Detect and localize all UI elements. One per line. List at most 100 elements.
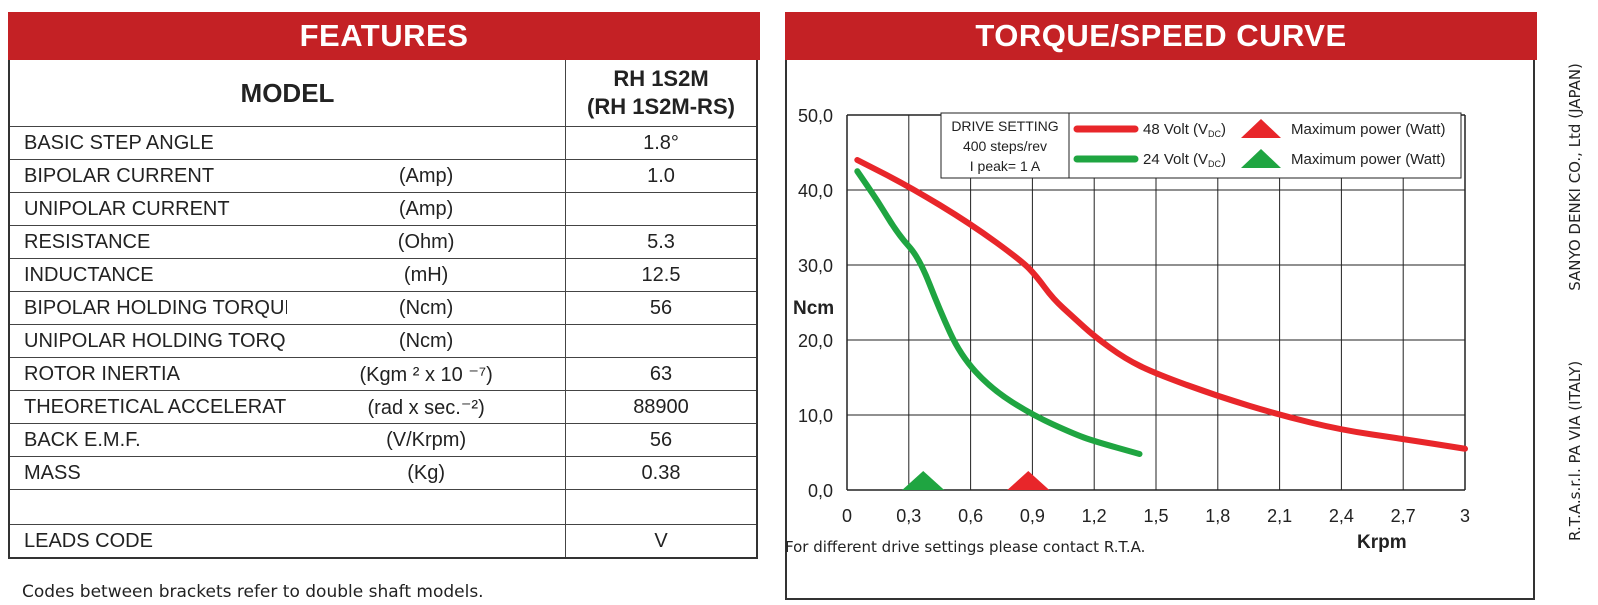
chart-frame [785,60,1535,600]
x-axis-label: Krpm [1357,532,1407,553]
feature-unit: (Ncm) [287,291,566,325]
feature-row: BIPOLAR CURRENT (Amp) 1.0 [9,159,757,193]
legend-marker-0 [1241,119,1281,138]
feature-value: 0.38 [565,456,757,490]
drive-setting-title: DRIVE SETTING [951,118,1058,134]
feature-row: INDUCTANCE (mH) 12.5 [9,258,757,292]
model-label: MODEL [9,60,566,127]
drive-setting-peak: I peak= 1 A [970,158,1041,174]
drive-setting-box [940,112,1070,179]
feature-value: 56 [565,423,757,457]
feature-label: UNIPOLAR CURRENT [9,192,288,226]
legend-marker-1 [1241,149,1281,168]
feature-label: LEADS CODE [9,524,288,559]
feature-label: BASIC STEP ANGLE [9,126,288,160]
y-tick-label: 30,0 [798,256,833,276]
feature-unit: (Ncm) [287,324,566,358]
x-tick-label: 3 [1460,506,1470,526]
feature-value: 63 [565,357,757,391]
feature-row [9,489,757,525]
x-tick-label: 1,5 [1143,506,1168,526]
x-tick-label: 0,3 [896,506,921,526]
feature-row: BASIC STEP ANGLE 1.8° [9,126,757,160]
y-axis-label: Ncm [793,298,834,319]
feature-unit: (Kg) [287,456,566,490]
feature-label: BIPOLAR CURRENT [9,159,288,193]
markers [902,471,1050,490]
drive-setting-steps: 400 steps/rev [963,138,1047,154]
feature-unit [287,489,566,525]
features-header: FEATURES [8,12,760,60]
feature-row: UNIPOLAR HOLDING TORQUE (Ncm) [9,324,757,358]
x-tick-label: 0,6 [958,506,983,526]
legend-series-label: 48 Volt (VDC) [1143,121,1226,139]
feature-label: UNIPOLAR HOLDING TORQUE [9,324,288,358]
x-tick-label: 1,8 [1205,506,1230,526]
contact-note: For different drive settings please cont… [785,538,1145,556]
legend: DRIVE SETTING 400 steps/rev I peak= 1 A … [940,112,1462,179]
feature-row: BACK E.M.F. (V/Krpm) 56 [9,423,757,457]
torque-speed-chart: 0 0,3 0,6 0,9 1,2 1,5 1,8 2,1 2,4 2,7 30,010,020,0… [785,106,1470,556]
series-line-0 [854,157,1468,452]
feature-label: BACK E.M.F. [9,423,288,457]
model-value: RH 1S2M (RH 1S2M-RS) [565,60,757,127]
y-tick-label: 0,0 [808,481,833,501]
feature-unit [287,126,566,160]
feature-value: V [565,524,757,559]
feature-value: 1.0 [565,159,757,193]
feature-unit: (V/Krpm) [287,423,566,457]
feature-unit: (Kgm ² x 10 ⁻⁷) [287,357,566,391]
feature-label: ROTOR INERTIA [9,357,288,391]
side-text-japan: SANYO DENKI CO., Ltd (JAPAN) [1566,63,1584,291]
feature-row: RESISTANCE (Ohm) 5.3 [9,225,757,259]
x-tick-label: 0 [842,506,852,526]
feature-value: 88900 [565,390,757,424]
max-power-marker-1 [902,471,945,490]
max-power-marker-0 [1007,471,1050,490]
feature-row: LEADS CODE V [9,524,757,559]
feature-value [565,192,757,226]
feature-unit: (Amp) [287,192,566,226]
side-text: R.T.A.s.r.l. PA VIA (ITALY) SANYO DENKI C… [1566,22,1584,582]
series-line-1 [854,168,1143,457]
y-tick-label: 40,0 [798,181,833,201]
feature-label: BIPOLAR HOLDING TORQUE [9,291,288,325]
feature-label: THEORETICAL ACCELERATION [9,390,288,424]
feature-value: 12.5 [565,258,757,292]
feature-value: 5.3 [565,225,757,259]
legend-series-label: 24 Volt (VDC) [1143,151,1226,169]
x-tick-label: 1,2 [1082,506,1107,526]
feature-unit: (Amp) [287,159,566,193]
feature-unit: (rad x sec.⁻²) [287,390,566,424]
feature-label: RESISTANCE [9,225,288,259]
model-value-line1: RH 1S2M [613,66,709,91]
feature-unit: (mH) [287,258,566,292]
model-value-line2: (RH 1S2M-RS) [587,94,735,119]
tick-labels: 0 0,3 0,6 0,9 1,2 1,5 1,8 2,1 2,4 2,7 30,010,020,0… [798,106,1470,526]
feature-label: MASS [9,456,288,490]
footnote: Codes between brackets refer to double s… [22,582,484,602]
feature-row: ROTOR INERTIA (Kgm ² x 10 ⁻⁷) 63 [9,357,757,391]
y-tick-label: 20,0 [798,331,833,351]
x-tick-label: 2,4 [1329,506,1354,526]
feature-row: THEORETICAL ACCELERATION(rad x sec.⁻²)88… [9,390,757,424]
feature-unit: (Ohm) [287,225,566,259]
feature-value [565,489,757,525]
feature-row: BIPOLAR HOLDING TORQUE (Ncm) 56 [9,291,757,325]
torque-speed-header: TORQUE/SPEED CURVE [785,12,1537,60]
features-body: MODEL RH 1S2M (RH 1S2M-RS) BASIC STEP AN… [9,60,757,559]
series [854,157,1468,457]
feature-label: INDUCTANCE [9,258,288,292]
side-text-italy: R.T.A.s.r.l. PA VIA (ITALY) [1566,360,1584,541]
model-row: MODEL RH 1S2M (RH 1S2M-RS) [9,60,757,127]
feature-unit [287,524,566,559]
feature-value: 56 [565,291,757,325]
feature-label [9,489,288,525]
x-tick-label: 2,7 [1391,506,1416,526]
features-table: MODEL RH 1S2M (RH 1S2M-RS) BASIC STEP AN… [8,60,758,559]
legend-marker-label: Maximum power (Watt) [1291,121,1445,138]
x-tick-label: 2,1 [1267,506,1292,526]
x-tick-label: 0,9 [1020,506,1045,526]
feature-row: UNIPOLAR CURRENT (Amp) [9,192,757,226]
feature-value [565,324,757,358]
